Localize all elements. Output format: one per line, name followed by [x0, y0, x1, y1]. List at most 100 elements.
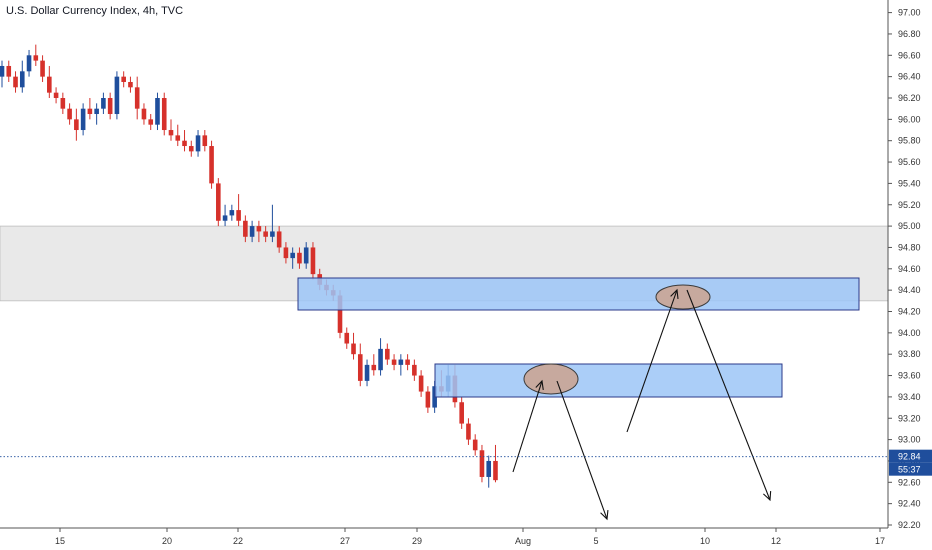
candle-body: [351, 343, 356, 355]
candle-body: [47, 76, 52, 93]
candle: [351, 332, 356, 360]
candle: [398, 354, 404, 376]
y-tick-label: 92.20: [898, 520, 921, 530]
candle: [405, 354, 410, 371]
candle: [412, 359, 417, 381]
y-tick-label: 95.00: [898, 221, 921, 231]
candle: [47, 65, 52, 98]
candle-body: [26, 55, 32, 72]
candle-body: [371, 364, 377, 371]
candle: [418, 370, 424, 397]
arrow-head: [600, 509, 609, 521]
candle: [148, 114, 154, 131]
candle-body: [67, 108, 72, 120]
candle: [121, 71, 126, 88]
candle-body: [405, 359, 410, 365]
lower-zone: [434, 363, 783, 398]
y-tick-label: 92.60: [898, 477, 921, 487]
candle: [310, 242, 316, 280]
candle: [256, 220, 262, 243]
candle-body: [263, 231, 268, 237]
candle: [67, 103, 72, 125]
candle: [297, 247, 302, 269]
candle: [141, 103, 147, 125]
candle-body: [19, 71, 25, 88]
countdown-value: 55:37: [898, 465, 921, 475]
arrow-head: [535, 379, 544, 390]
candle: [472, 434, 478, 456]
x-tick-label: 15: [55, 536, 65, 546]
candle-body: [128, 81, 133, 88]
candle-body: [141, 108, 147, 120]
candle-body: [87, 108, 93, 115]
x-tick-label: Aug: [515, 536, 531, 546]
arrow-down-2: [686, 289, 772, 502]
candle-body: [486, 460, 492, 477]
candle-body: [412, 364, 417, 376]
candle: [128, 76, 133, 93]
candle: [202, 130, 208, 152]
candle-body: [134, 87, 140, 109]
candle: [114, 71, 120, 120]
candle-body: [425, 391, 431, 408]
y-tick-label: 94.40: [898, 285, 921, 295]
candle: [270, 204, 275, 243]
candle-body: [209, 146, 214, 184]
candle-body: [6, 65, 12, 77]
y-tick-label: 96.80: [898, 29, 921, 39]
y-tick-label: 95.20: [898, 200, 921, 210]
y-tick-label: 94.00: [898, 328, 921, 338]
candle: [175, 124, 181, 147]
y-tick-label: 93.60: [898, 371, 921, 381]
arrow-line: [626, 289, 678, 433]
candle: [216, 178, 221, 227]
candle: [263, 226, 268, 243]
candle: [236, 194, 241, 227]
candle: [209, 140, 214, 189]
y-tick-label: 97.00: [898, 8, 921, 18]
y-tick-label: 96.00: [898, 114, 921, 124]
candle: [80, 103, 86, 136]
y-tick-label: 96.20: [898, 93, 921, 103]
x-tick-label: 10: [700, 536, 710, 546]
candle-body: [378, 348, 383, 371]
candle: [40, 55, 45, 82]
y-tick-label: 95.60: [898, 157, 921, 167]
candle-body: [202, 135, 208, 147]
y-tick-label: 93.40: [898, 392, 921, 402]
x-tick-label: 20: [162, 536, 172, 546]
candle-body: [303, 247, 309, 264]
x-tick-label: 29: [412, 536, 422, 546]
candle-body: [74, 119, 79, 131]
y-tick-label: 94.20: [898, 307, 921, 317]
candle: [466, 418, 471, 445]
candle: [74, 108, 79, 141]
candle: [195, 130, 201, 157]
candle-body: [466, 423, 471, 440]
candle: [249, 220, 255, 243]
x-tick-label: 17: [875, 536, 885, 546]
candle: [0, 60, 5, 88]
candle-body: [40, 60, 45, 77]
candle: [87, 98, 93, 120]
candle: [243, 215, 248, 243]
y-tick-label: 94.60: [898, 264, 921, 274]
arrow-up-2: [626, 288, 679, 433]
candle-body: [175, 135, 181, 141]
candle: [425, 386, 431, 413]
candle: [222, 204, 228, 227]
candle-body: [0, 65, 5, 77]
arrow-head: [670, 288, 679, 300]
upper-zone: [297, 277, 860, 311]
candle-body: [161, 98, 167, 131]
candle-body: [398, 359, 404, 365]
candle: [33, 44, 39, 66]
candle: [53, 87, 59, 104]
candle-body: [310, 247, 316, 275]
candle: [94, 103, 99, 125]
candle: [378, 338, 383, 376]
y-tick-label: 93.80: [898, 349, 921, 359]
candle-body: [493, 460, 498, 481]
candle-body: [459, 402, 464, 424]
